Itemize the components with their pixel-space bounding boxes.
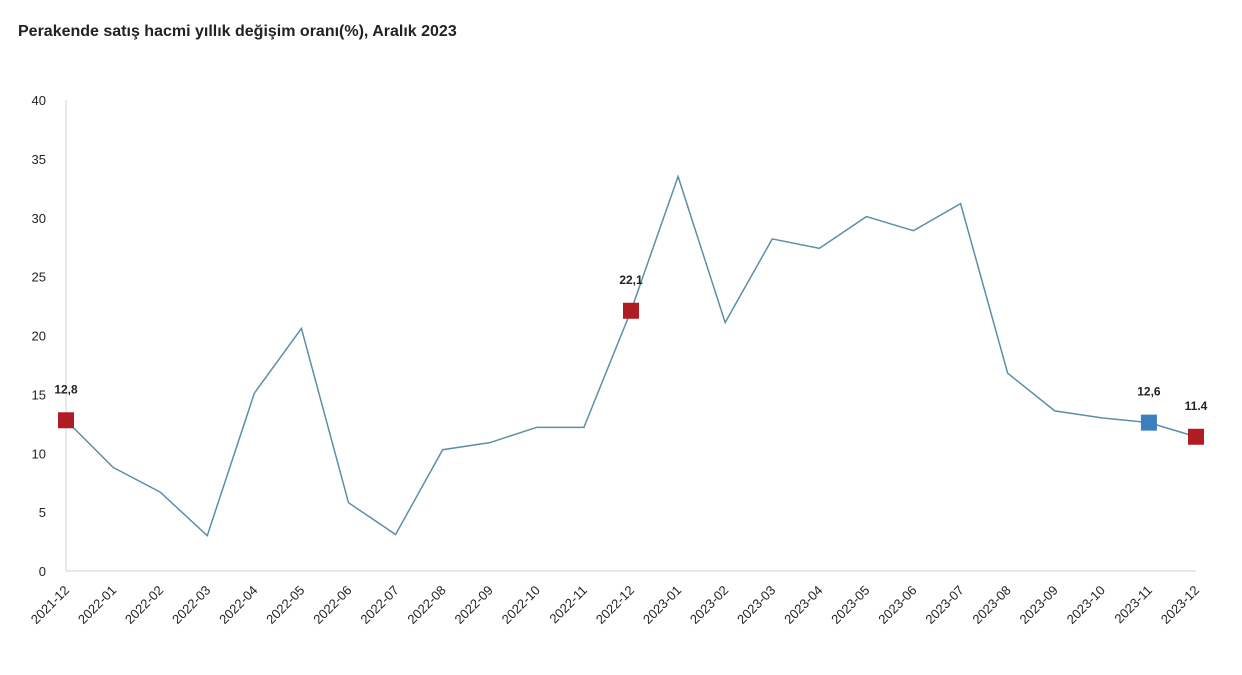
marker <box>1140 414 1157 431</box>
y-tick-label: 25 <box>32 270 46 285</box>
x-tick-label: 2023-04 <box>781 583 825 627</box>
x-tick-label: 2023-05 <box>828 583 872 627</box>
y-tick-label: 30 <box>32 211 46 226</box>
y-tick-label: 35 <box>32 152 46 167</box>
x-tick-label: 2023-01 <box>640 583 684 627</box>
x-tick-label: 2022-01 <box>75 583 119 627</box>
x-tick-label: 2022-09 <box>452 583 496 627</box>
x-tick-label: 2023-10 <box>1064 583 1108 627</box>
y-tick-label: 5 <box>39 505 46 520</box>
x-tick-label: 2023-09 <box>1017 583 1061 627</box>
x-tick-label: 2023-02 <box>687 583 731 627</box>
marker <box>1188 428 1204 445</box>
chart-title: Perakende satış hacmi yıllık değişim ora… <box>18 23 457 40</box>
x-tick-label: 2022-08 <box>404 583 448 627</box>
y-tick-label: 10 <box>32 446 46 461</box>
marker <box>58 412 74 429</box>
y-tick-label: 0 <box>39 564 46 579</box>
x-tick-label: 2022-12 <box>593 583 637 627</box>
x-tick-label: 2023-03 <box>734 583 778 627</box>
x-tick-label: 2022-04 <box>216 583 260 627</box>
data-label: 12,6 <box>1137 385 1161 399</box>
x-tick-label: 2023-12 <box>1158 583 1202 627</box>
x-tick-label: 2022-07 <box>357 583 401 627</box>
x-tick-label: 2022-05 <box>263 583 307 627</box>
data-label: 11.4 <box>1185 399 1208 413</box>
x-tick-label: 2022-03 <box>169 583 213 627</box>
x-tick-label: 2022-10 <box>499 583 543 627</box>
x-tick-label: 2023-07 <box>922 583 966 627</box>
marker <box>623 302 639 319</box>
x-tick-label: 2022-11 <box>546 583 590 627</box>
y-tick-label: 40 <box>32 93 46 108</box>
x-tick-label: 2021-12 <box>28 583 72 627</box>
x-tick-label: 2023-06 <box>875 583 919 627</box>
data-label: 22,1 <box>619 273 643 287</box>
x-tick-label: 2023-11 <box>1111 583 1155 627</box>
x-tick-label: 2022-06 <box>310 583 354 627</box>
data-label: 12,8 <box>54 382 78 396</box>
data-line <box>65 174 1197 538</box>
y-tick-label: 20 <box>32 329 46 344</box>
x-tick-label: 2023-08 <box>969 583 1013 627</box>
y-tick-label: 15 <box>32 387 46 402</box>
x-tick-label: 2022-02 <box>122 583 166 627</box>
